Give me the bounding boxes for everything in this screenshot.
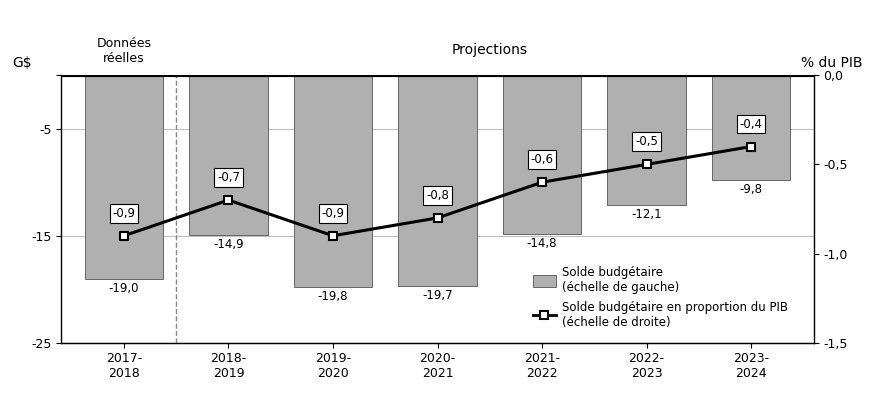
- Bar: [712, 75, 790, 180]
- Text: -19,8: -19,8: [318, 291, 348, 303]
- Text: -0,9: -0,9: [113, 206, 136, 220]
- Text: -19,7: -19,7: [423, 289, 453, 302]
- Text: -12,1: -12,1: [631, 208, 662, 221]
- Text: Projections: Projections: [452, 43, 528, 56]
- Text: -14,9: -14,9: [214, 238, 244, 251]
- Text: -19,0: -19,0: [108, 282, 139, 295]
- Text: Données
réelles: Données réelles: [96, 36, 151, 64]
- Text: % du PIB: % du PIB: [802, 56, 863, 70]
- Text: -0,6: -0,6: [530, 153, 554, 166]
- Bar: [85, 75, 163, 278]
- Text: -0,4: -0,4: [739, 117, 762, 130]
- Bar: [398, 75, 477, 286]
- Bar: [607, 75, 686, 205]
- Text: -0,8: -0,8: [426, 189, 449, 202]
- Legend: Solde budgétaire
(échelle de gauche), Solde budgétaire en proportion du PIB
(éch: Solde budgétaire (échelle de gauche), So…: [528, 262, 793, 334]
- Text: -9,8: -9,8: [739, 184, 762, 196]
- Text: G$: G$: [12, 56, 32, 70]
- Text: -0,5: -0,5: [635, 135, 658, 148]
- Text: -0,9: -0,9: [321, 206, 345, 220]
- Text: -14,8: -14,8: [527, 237, 557, 250]
- Bar: [503, 75, 581, 234]
- Text: -0,7: -0,7: [217, 171, 240, 184]
- Bar: [294, 75, 372, 287]
- Bar: [189, 75, 268, 234]
